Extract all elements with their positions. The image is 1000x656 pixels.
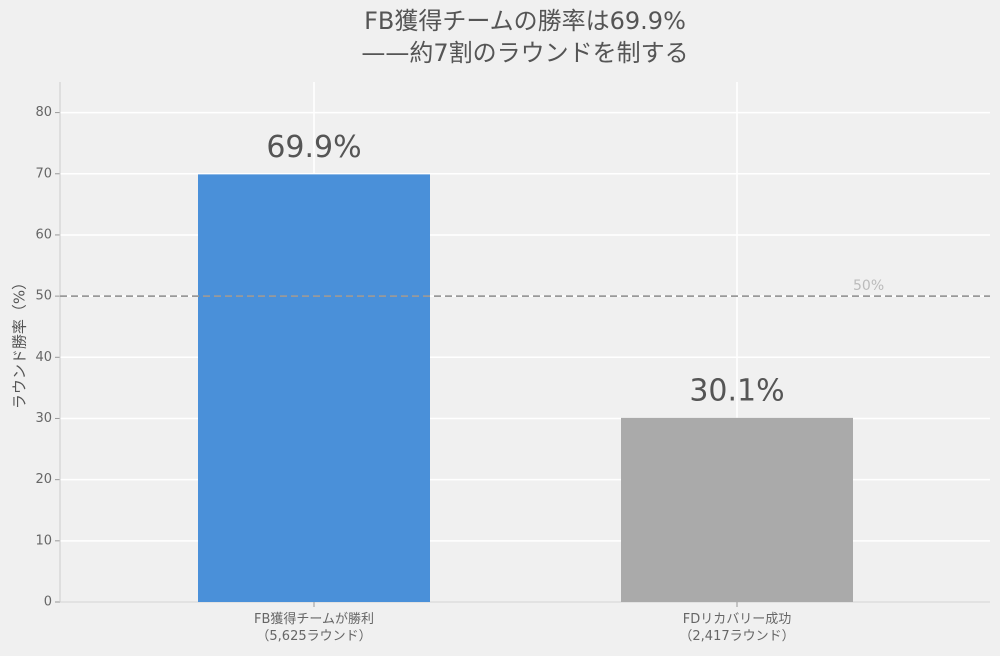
y-tick-label: 50 [35, 289, 52, 304]
bar [198, 174, 430, 602]
value-label: 69.9% [266, 130, 361, 165]
y-tick-label: 70 [35, 166, 52, 181]
bar [621, 417, 853, 602]
y-tick-label: 30 [35, 411, 52, 426]
y-axis-label: ラウンド勝率（%） [11, 275, 29, 409]
y-tick-label: 40 [35, 350, 52, 365]
x-tick-label: FB獲得チームが勝利（5,625ラウンド） [254, 611, 374, 644]
chart-title: FB獲得チームの勝率は69.9% ——約7割のラウンドを制する [361, 7, 688, 67]
y-tick-label: 80 [35, 105, 52, 120]
y-tick-label: 0 [44, 595, 52, 610]
reference-label: 50% [853, 278, 884, 294]
value-label: 30.1% [689, 373, 784, 408]
y-tick-label: 10 [35, 533, 52, 548]
x-tick-label: FDリカバリー成功（2,417ラウンド） [679, 612, 794, 644]
y-tick-label: 20 [35, 472, 52, 487]
y-tick-label: 60 [35, 227, 52, 242]
